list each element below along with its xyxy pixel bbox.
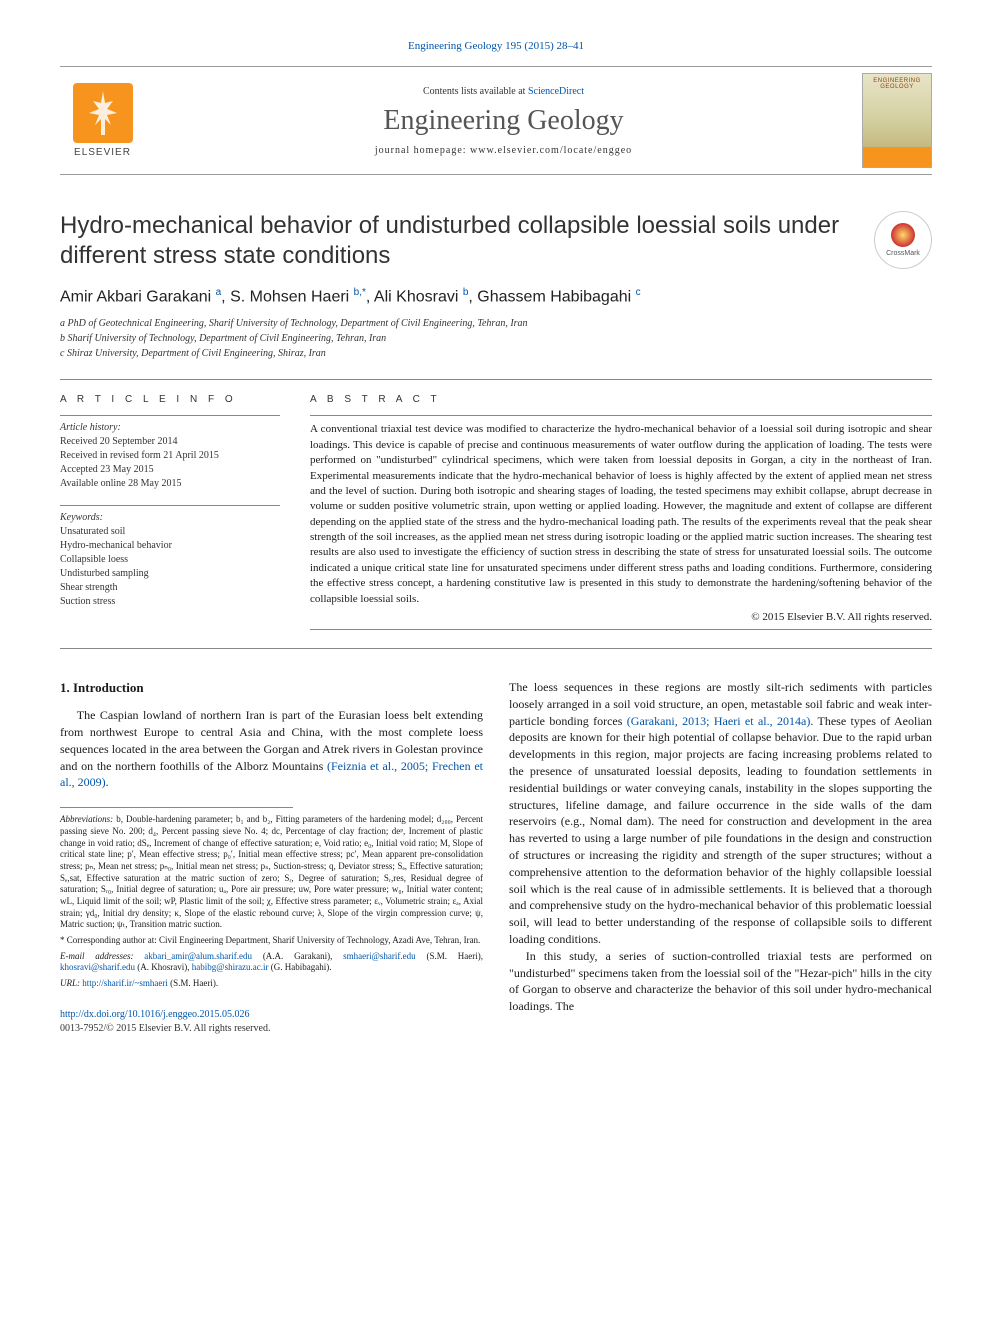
doi-block: http://dx.doi.org/10.1016/j.enggeo.2015.…: [60, 1008, 483, 1036]
history-label: Article history:: [60, 422, 280, 433]
abbreviations-text: b, Double-hardening parameter; b₁ and b₂…: [60, 814, 483, 929]
abstract-bottom-rule: [310, 629, 932, 630]
info-abstract-row: A R T I C L E I N F O Article history: R…: [60, 394, 932, 630]
intro-p1-post: .: [106, 775, 109, 789]
divider-rule: [60, 379, 932, 380]
footnotes: Abbreviations: b, Double-hardening param…: [60, 814, 483, 990]
abstract-column: A B S T R A C T A conventional triaxial …: [310, 394, 932, 630]
keyword-4: Undisturbed sampling: [60, 567, 280, 581]
history-online: Available online 28 May 2015: [60, 477, 280, 491]
url-who: (S.M. Haeri).: [168, 978, 218, 988]
affiliation-c: c Shiraz University, Department of Civil…: [60, 346, 932, 361]
keyword-2: Hydro-mechanical behavior: [60, 539, 280, 553]
cover-stripe-icon: [863, 147, 931, 167]
introduction-heading: 1. Introduction: [60, 679, 483, 697]
email-link[interactable]: khosravi@sharif.edu: [60, 962, 135, 972]
affiliations: a PhD of Geotechnical Engineering, Shari…: [60, 316, 932, 361]
intro-paragraph-1: The Caspian lowland of northern Iran is …: [60, 707, 483, 791]
crossmark-icon: [891, 223, 915, 247]
keyword-1: Unsaturated soil: [60, 525, 280, 539]
author-list: Amir Akbari Garakani a, S. Mohsen Haeri …: [60, 287, 932, 306]
email-attribution: (A.A. Garakani),: [252, 951, 343, 961]
abbreviations-footnote: Abbreviations: b, Double-hardening param…: [60, 814, 483, 931]
homepage-prefix: journal homepage:: [375, 145, 470, 156]
abstract-heading: A B S T R A C T: [310, 394, 932, 405]
right-column: The loess sequences in these regions are…: [509, 679, 932, 1036]
col2-paragraph-2: In this study, a series of suction-contr…: [509, 948, 932, 1015]
keyword-5: Shear strength: [60, 581, 280, 595]
elsevier-logo: ELSEVIER: [60, 73, 145, 168]
corresponding-author-footnote: * Corresponding author at: Civil Enginee…: [60, 935, 483, 947]
article-info-column: A R T I C L E I N F O Article history: R…: [60, 394, 280, 630]
left-column: 1. Introduction The Caspian lowland of n…: [60, 679, 483, 1036]
body-columns: 1. Introduction The Caspian lowland of n…: [60, 679, 932, 1036]
page-root: Engineering Geology 195 (2015) 28–41 ELS…: [0, 0, 992, 1066]
article-history-block: Article history: Received 20 September 2…: [60, 415, 280, 491]
keywords-label: Keywords:: [60, 512, 280, 523]
col2-paragraph-1: The loess sequences in these regions are…: [509, 679, 932, 948]
top-citation: Engineering Geology 195 (2015) 28–41: [60, 40, 932, 52]
email-link[interactable]: akbari_amir@alum.sharif.edu: [144, 951, 252, 961]
emails-label: E-mail addresses:: [60, 951, 133, 961]
history-accepted: Accepted 23 May 2015: [60, 463, 280, 477]
issn-line: 0013-7952/© 2015 Elsevier B.V. All right…: [60, 1023, 270, 1034]
cover-label: ENGINEERING GEOLOGY: [863, 74, 931, 90]
corresponding-text: Civil Engineering Department, Sharif Uni…: [157, 935, 481, 945]
crossmark-badge[interactable]: CrossMark: [874, 211, 932, 269]
sciencedirect-link[interactable]: ScienceDirect: [528, 86, 584, 97]
corresponding-label: * Corresponding author at:: [60, 935, 157, 945]
emails-footnote: E-mail addresses: akbari_amir@alum.shari…: [60, 951, 483, 974]
email-attribution: (G. Habibagahi).: [269, 962, 332, 972]
header-center: Contents lists available at ScienceDirec…: [145, 86, 862, 156]
email-link[interactable]: smhaeri@sharif.edu: [343, 951, 416, 961]
email-attribution: (A. Khosravi),: [135, 962, 192, 972]
keyword-3: Collapsible loess: [60, 553, 280, 567]
journal-header: ELSEVIER Contents lists available at Sci…: [60, 66, 932, 175]
history-revised: Received in revised form 21 April 2015: [60, 449, 280, 463]
affiliation-a: a PhD of Geotechnical Engineering, Shari…: [60, 316, 932, 331]
article-info-heading: A R T I C L E I N F O: [60, 394, 280, 405]
abbreviations-label: Abbreviations:: [60, 814, 113, 824]
affiliation-b: b Sharif University of Technology, Depar…: [60, 331, 932, 346]
doi-link[interactable]: http://dx.doi.org/10.1016/j.enggeo.2015.…: [60, 1009, 250, 1020]
contents-available-line: Contents lists available at ScienceDirec…: [145, 86, 862, 97]
journal-name: Engineering Geology: [145, 105, 862, 137]
history-received: Received 20 September 2014: [60, 435, 280, 449]
col2-p1-post: . These types of Aeolian deposits are kn…: [509, 714, 932, 946]
publisher-name: ELSEVIER: [74, 147, 131, 158]
url-footnote: URL: http://sharif.ir/~smhaeri (S.M. Hae…: [60, 978, 483, 990]
crossmark-label: CrossMark: [886, 250, 920, 257]
contents-prefix: Contents lists available at: [423, 86, 528, 97]
keyword-6: Suction stress: [60, 595, 280, 609]
article-title: Hydro-mechanical behavior of undisturbed…: [60, 211, 854, 271]
copyright-line: © 2015 Elsevier B.V. All rights reserved…: [310, 611, 932, 623]
col2-p1-cite[interactable]: (Garakani, 2013; Haeri et al., 2014a): [627, 714, 811, 728]
author-url-link[interactable]: http://sharif.ir/~smhaeri: [82, 978, 168, 988]
footnote-divider: [60, 807, 293, 808]
email-attribution: (S.M. Haeri),: [416, 951, 483, 961]
url-label: URL:: [60, 978, 80, 988]
abstract-rule: [310, 415, 932, 416]
body-top-rule: [60, 648, 932, 649]
email-link[interactable]: habibg@shirazu.ac.ir: [192, 962, 269, 972]
title-row: Hydro-mechanical behavior of undisturbed…: [60, 211, 932, 271]
homepage-url: www.elsevier.com/locate/enggeo: [470, 145, 632, 156]
abstract-text: A conventional triaxial test device was …: [310, 422, 932, 607]
keywords-block: Keywords: Unsaturated soil Hydro-mechani…: [60, 505, 280, 609]
elsevier-tree-icon: [73, 83, 133, 143]
journal-cover-thumbnail: ENGINEERING GEOLOGY: [862, 73, 932, 168]
journal-homepage-line: journal homepage: www.elsevier.com/locat…: [145, 145, 862, 156]
